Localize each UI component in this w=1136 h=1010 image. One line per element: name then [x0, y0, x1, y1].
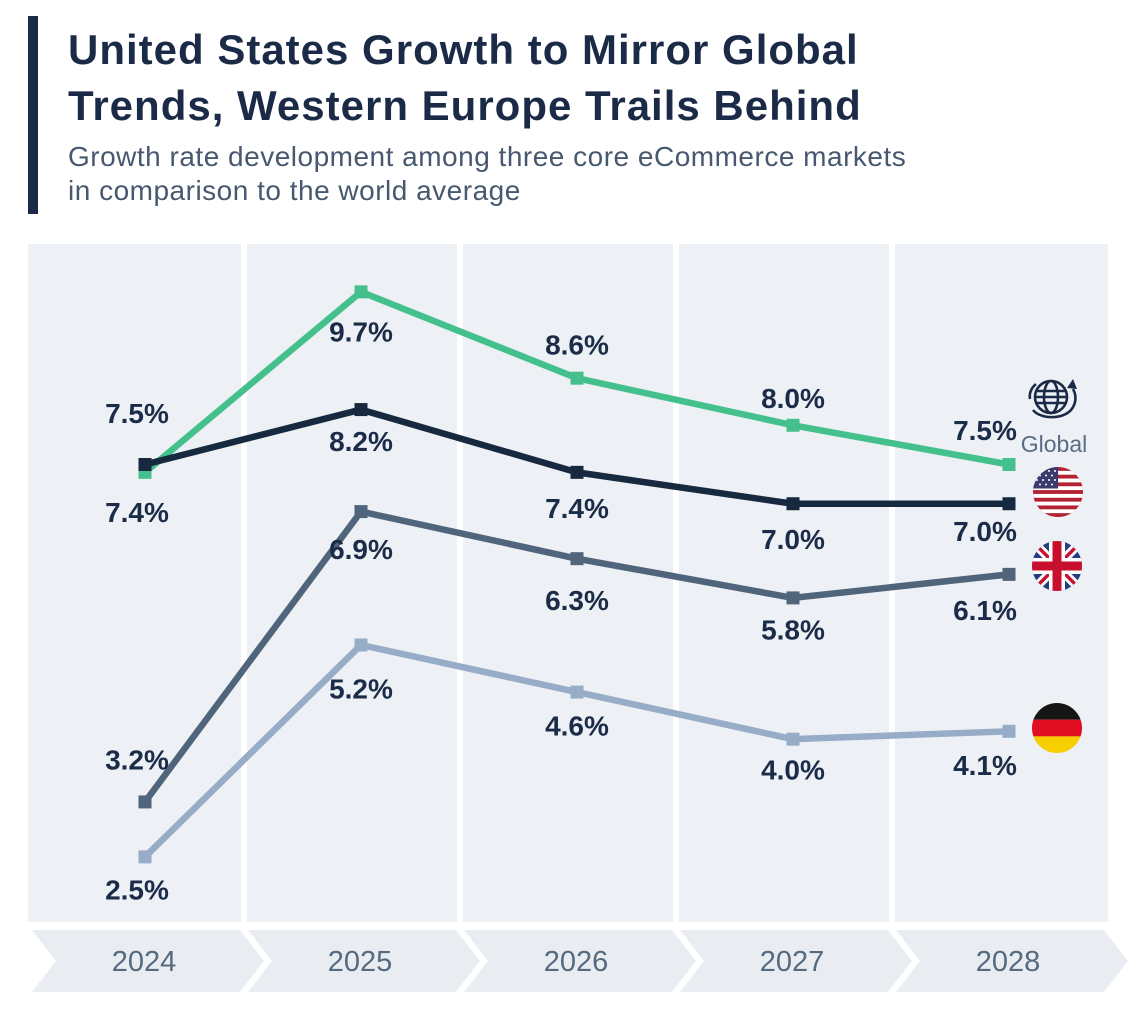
data-point-marker-united-kingdom — [138, 795, 152, 809]
data-point-label-global: 7.5% — [953, 415, 1017, 446]
globe-icon — [1028, 379, 1077, 419]
data-point-label-global: 7.4% — [105, 497, 169, 528]
data-point-marker-germany — [138, 850, 152, 864]
data-point-label-global: 8.0% — [761, 383, 825, 414]
gridline — [241, 244, 247, 922]
series-line-germany — [141, 641, 1013, 861]
data-point-marker-germany — [354, 638, 368, 652]
chart-title: United States Growth to Mirror Global Tre… — [68, 22, 862, 134]
data-point-label-germany: 4.6% — [545, 711, 609, 742]
chart-subtitle: Growth rate development among three core… — [68, 140, 906, 208]
x-axis-year-label: 2027 — [760, 946, 825, 978]
data-point-label-global: 9.7% — [329, 316, 393, 347]
data-point-label-germany: 4.1% — [953, 750, 1017, 781]
subtitle-line-2: in comparison to the world average — [68, 175, 521, 206]
title-line-1: United States Growth to Mirror Global — [68, 26, 859, 73]
data-point-marker-united-states — [1002, 497, 1016, 511]
x-axis-chevron — [32, 930, 264, 992]
legend-germany — [1032, 703, 1082, 753]
data-point-label-united-states: 8.2% — [329, 426, 393, 457]
data-point-marker-global — [354, 285, 368, 299]
data-point-marker-united-kingdom — [570, 552, 584, 566]
data-point-marker-united-states — [138, 458, 152, 472]
x-axis-year-label: 2028 — [976, 946, 1041, 978]
legend-united-kingdom — [1032, 541, 1082, 591]
data-point-label-global: 8.6% — [545, 330, 609, 361]
data-point-label-united-kingdom: 6.9% — [329, 534, 393, 565]
x-axis: 2024 2025 2026 2027 2028 — [32, 930, 1128, 992]
data-point-label-germany: 5.2% — [329, 673, 393, 704]
data-point-marker-global — [570, 371, 584, 385]
title-accent-bar — [28, 16, 38, 214]
x-axis-chevron — [680, 930, 912, 992]
x-axis-chevron — [248, 930, 480, 992]
x-axis-chevron — [896, 930, 1128, 992]
data-point-marker-united-states — [354, 403, 368, 417]
legend-global: Global — [1016, 368, 1092, 458]
data-point-label-germany: 2.5% — [105, 874, 169, 905]
data-point-marker-united-states — [786, 497, 800, 511]
x-axis-year-label: 2026 — [544, 946, 609, 978]
data-point-label-united-kingdom: 3.2% — [105, 744, 169, 775]
legend-united-states — [1033, 467, 1083, 517]
data-point-label-united-states: 7.0% — [953, 516, 1017, 547]
gridline — [889, 244, 895, 922]
data-point-marker-germany — [570, 685, 584, 699]
title-line-2: Trends, Western Europe Trails Behind — [68, 82, 862, 129]
data-point-marker-united-kingdom — [786, 591, 800, 605]
data-point-marker-united-states — [570, 465, 584, 479]
subtitle-line-1: Growth rate development among three core… — [68, 141, 907, 172]
data-point-marker-united-kingdom — [1002, 567, 1016, 581]
germany-flag-icon — [1032, 703, 1082, 753]
data-point-marker-global — [786, 418, 800, 432]
data-point-marker-global — [1002, 458, 1016, 472]
data-point-marker-germany — [786, 732, 800, 746]
x-axis-chevron — [464, 930, 696, 992]
data-point-label-united-kingdom: 6.1% — [953, 595, 1017, 626]
gridline — [457, 244, 463, 922]
us-flag-icon — [1033, 467, 1083, 517]
legend-global-label: Global — [1020, 431, 1088, 457]
uk-flag-icon — [1032, 541, 1082, 591]
x-axis-year-label: 2025 — [328, 946, 393, 978]
series-line-united-states — [141, 406, 1013, 507]
data-point-label-united-states: 7.0% — [761, 524, 825, 555]
line-chart: 7.4% 9.7% 8.6% 8.0% 7.5% 7.5% 8.2% 7.4% 7.0% 7.0%… — [105, 244, 1017, 922]
data-point-marker-germany — [1002, 724, 1016, 738]
data-point-label-germany: 4.0% — [761, 755, 825, 786]
data-point-label-united-kingdom: 5.8% — [761, 614, 825, 645]
data-point-label-united-kingdom: 6.3% — [545, 585, 609, 616]
data-point-marker-united-kingdom — [354, 505, 368, 519]
gridline — [673, 244, 679, 922]
plot-area: 7.4% 9.7% 8.6% 8.0% 7.5% 7.5% 8.2% 7.4% 7.0% 7.0%… — [28, 244, 1108, 922]
data-point-label-united-states: 7.5% — [105, 398, 169, 429]
data-point-label-united-states: 7.4% — [545, 493, 609, 524]
x-axis-year-label: 2024 — [112, 946, 177, 978]
